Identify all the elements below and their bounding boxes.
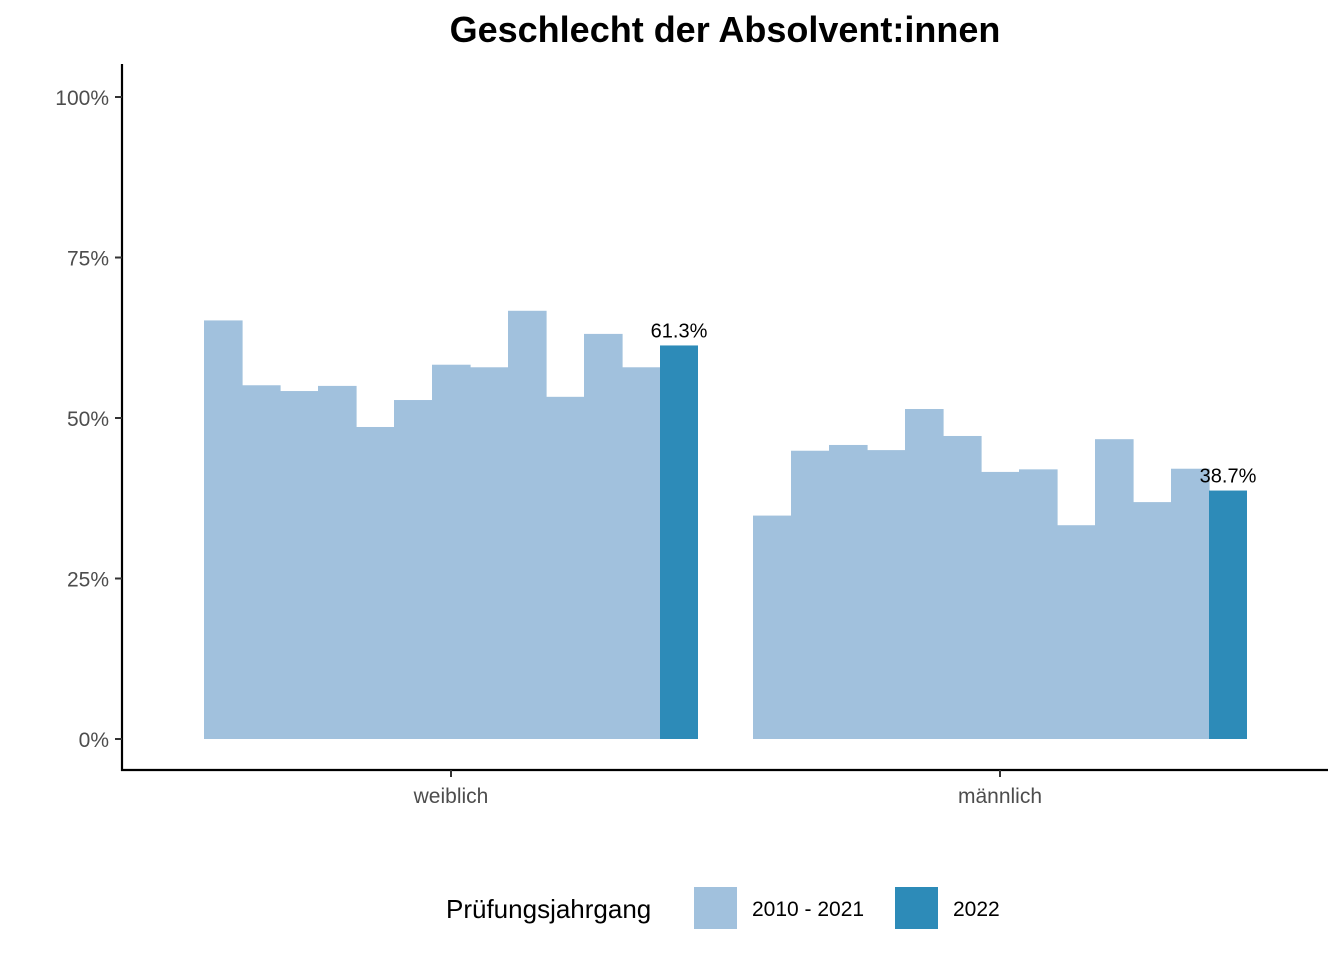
bar-männlich-hist-9 xyxy=(1057,525,1096,739)
bar-männlich-hist-4 xyxy=(867,450,906,739)
legend-title: Prüfungsjahrgang xyxy=(446,894,651,924)
y-tick-label: 0% xyxy=(79,729,109,752)
bar-männlich-hist-11 xyxy=(1133,502,1172,739)
bar-weiblich-hist-2 xyxy=(242,385,281,739)
data-label-weiblich-2022: 61.3% xyxy=(651,320,708,342)
y-tick-label: 50% xyxy=(67,408,109,431)
y-tick-label: 25% xyxy=(67,569,109,592)
bar-weiblich-hist-12 xyxy=(622,367,661,739)
bar-weiblich-hist-11 xyxy=(584,333,623,739)
legend-label-1: 2010 - 2021 xyxy=(752,898,864,921)
bar-männlich-hist-8 xyxy=(1019,469,1058,739)
bar-weiblich-hist-9 xyxy=(508,310,547,739)
bar-weiblich-hist-7 xyxy=(432,364,471,739)
bar-männlich-hist-10 xyxy=(1095,439,1134,739)
bar-weiblich-2022 xyxy=(660,345,698,739)
bar-weiblich-hist-3 xyxy=(280,391,319,739)
bar-weiblich-hist-8 xyxy=(470,367,509,739)
y-tick-label: 100% xyxy=(55,87,109,110)
bar-männlich-hist-6 xyxy=(943,435,982,739)
bar-männlich-hist-1 xyxy=(753,515,792,739)
bar-weiblich-hist-4 xyxy=(318,385,357,739)
bar-weiblich-hist-6 xyxy=(394,400,433,739)
x-tick-label-männlich: männlich xyxy=(958,785,1042,808)
bar-männlich-hist-5 xyxy=(905,409,944,739)
x-tick-label-weiblich: weiblich xyxy=(413,785,489,808)
bar-weiblich-hist-5 xyxy=(356,426,395,739)
bars-layer xyxy=(204,310,1247,739)
legend-key-2 xyxy=(895,887,938,929)
legend-label-2: 2022 xyxy=(953,898,1000,921)
bar-männlich-hist-2 xyxy=(791,450,830,739)
bar-männlich-hist-3 xyxy=(829,444,868,739)
legend: Prüfungsjahrgang 2010 - 2021 2022 xyxy=(446,887,1000,929)
bar-weiblich-hist-1 xyxy=(204,320,243,739)
data-labels-layer: 61.3% 38.7% xyxy=(651,320,1257,487)
bar-männlich-hist-12 xyxy=(1171,468,1210,739)
legend-key-1 xyxy=(694,887,737,929)
bar-männlich-2022 xyxy=(1209,490,1247,739)
y-tick-label: 75% xyxy=(67,248,109,271)
bar-weiblich-hist-10 xyxy=(546,396,585,739)
bar-männlich-hist-7 xyxy=(981,471,1020,739)
axes-layer: 0% 25% 50% 75% 100% weiblich männlich xyxy=(55,64,1328,808)
chart-title: Geschlecht der Absolvent:innen xyxy=(450,9,1001,50)
data-label-männlich-2022: 38.7% xyxy=(1200,466,1257,488)
